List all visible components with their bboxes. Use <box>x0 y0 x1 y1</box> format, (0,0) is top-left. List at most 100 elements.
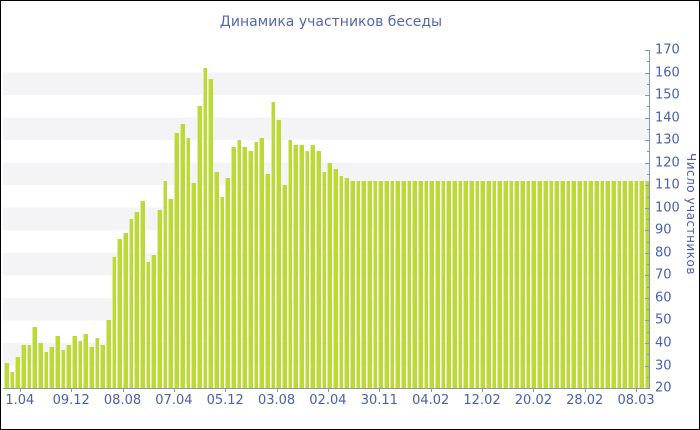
bar <box>26 345 32 388</box>
bar <box>151 255 157 388</box>
bar <box>321 171 327 388</box>
bar <box>15 356 21 388</box>
x-major-tick <box>71 389 73 392</box>
y-tick-label: 130 <box>655 132 680 148</box>
x-major-tick <box>19 389 21 392</box>
y-major-tick <box>645 388 650 389</box>
bar <box>191 182 196 388</box>
x-tick-label: 20.02 <box>514 393 552 408</box>
bar <box>140 201 145 388</box>
bar <box>4 363 9 388</box>
bar <box>440 180 446 388</box>
bar <box>378 180 384 388</box>
y-tick-label: 20 <box>655 380 672 396</box>
bar <box>9 372 15 388</box>
bar <box>106 320 111 388</box>
y-tick-label: 100 <box>655 200 680 216</box>
bar <box>259 137 264 388</box>
bar <box>627 180 633 388</box>
x-tick-label: 28.02 <box>566 393 604 408</box>
x-major-tick <box>533 389 535 392</box>
x-tick-label: 08.08 <box>103 393 142 408</box>
x-tick-label: 02.04 <box>309 393 347 408</box>
y-major-tick <box>645 185 650 187</box>
bar <box>503 180 508 388</box>
bar <box>213 171 219 388</box>
y-tick-label: 140 <box>655 110 680 126</box>
bar <box>576 180 582 388</box>
bar <box>554 180 559 388</box>
bar <box>100 345 106 388</box>
y-major-tick <box>645 117 650 119</box>
bar <box>219 196 225 388</box>
bar <box>349 180 355 388</box>
bar <box>565 180 571 388</box>
x-tick-label: 04.02 <box>412 393 450 408</box>
y-major-tick <box>645 252 650 254</box>
bar <box>559 180 565 388</box>
x-major-tick <box>173 389 175 392</box>
x-tick-label: 08.03 <box>617 393 655 408</box>
bar <box>32 327 38 388</box>
bar <box>435 180 440 388</box>
bar <box>406 180 412 388</box>
bar <box>55 336 60 388</box>
x-tick-label: 30.11 <box>360 393 398 408</box>
bar <box>429 180 435 388</box>
bar <box>389 180 395 388</box>
bar <box>43 351 49 388</box>
x-axis-line <box>3 388 650 389</box>
y-tick-label: 170 <box>655 42 680 58</box>
bar <box>525 180 531 388</box>
bar <box>423 180 429 388</box>
y-major-tick <box>645 230 650 232</box>
bar <box>457 180 463 388</box>
y-minor-tick <box>647 61 650 63</box>
bar <box>332 169 338 388</box>
bar <box>236 140 242 388</box>
bar <box>531 180 537 388</box>
y-minor-tick <box>647 151 650 153</box>
bar <box>327 162 332 388</box>
y-tick-label: 60 <box>655 290 672 306</box>
bar <box>616 180 622 388</box>
bar <box>480 180 486 388</box>
y-tick-label: 70 <box>655 267 672 283</box>
bar <box>599 180 605 388</box>
bar <box>633 180 639 388</box>
bar <box>463 180 469 388</box>
bar <box>395 180 401 388</box>
y-major-tick <box>645 50 650 51</box>
bar <box>304 151 310 388</box>
bar <box>315 151 321 388</box>
bar <box>128 219 134 388</box>
bars-container <box>4 50 650 388</box>
y-tick-label: 110 <box>655 177 680 193</box>
bar <box>281 185 287 388</box>
bar <box>344 178 349 388</box>
bar <box>168 198 174 388</box>
bar <box>253 142 259 388</box>
x-major-tick <box>122 389 124 392</box>
x-major-tick <box>636 389 638 392</box>
bar <box>486 180 491 388</box>
x-major-tick <box>379 389 381 392</box>
y-major-tick <box>645 342 650 344</box>
y-tick-label: 160 <box>655 65 680 80</box>
bar <box>418 180 423 388</box>
bar <box>83 333 89 388</box>
bar <box>639 180 644 388</box>
bar <box>593 180 599 388</box>
chart-title: Динамика участников беседы <box>219 14 443 30</box>
y-major-tick <box>645 297 650 299</box>
bar <box>520 180 525 388</box>
x-tick-label: 09.12 <box>52 393 90 408</box>
y-minor-tick <box>647 354 650 356</box>
y-minor-tick <box>647 331 650 333</box>
bar <box>548 180 554 388</box>
bar <box>571 180 576 388</box>
bar <box>230 146 236 388</box>
y-minor-tick <box>647 83 650 85</box>
bar <box>94 338 100 388</box>
